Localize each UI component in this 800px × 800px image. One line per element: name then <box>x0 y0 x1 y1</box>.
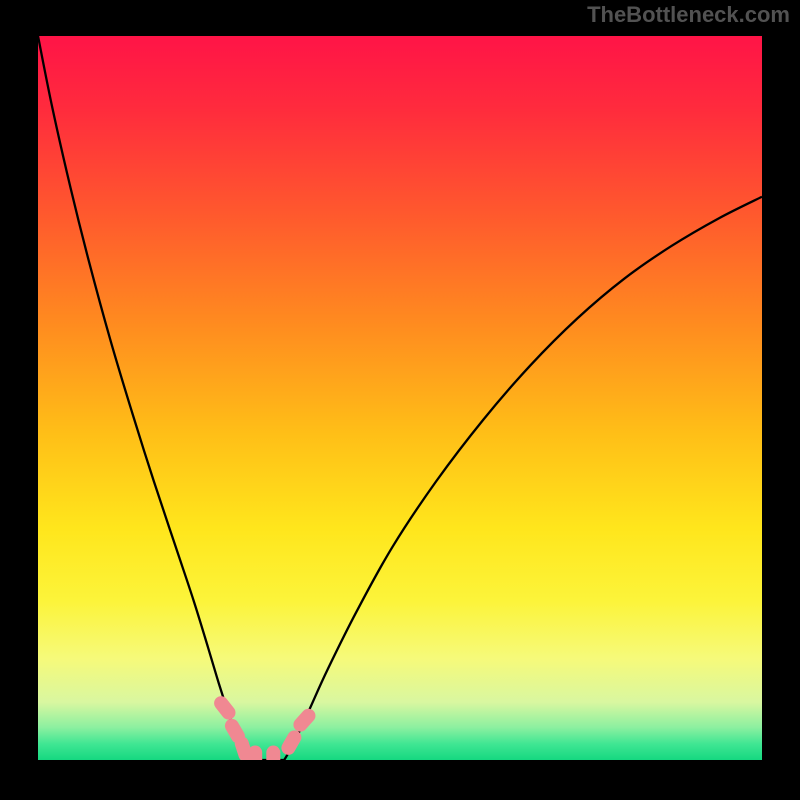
chart-container: TheBottleneck.com <box>0 0 800 800</box>
curve-marker <box>266 746 280 760</box>
watermark-text: TheBottleneck.com <box>587 2 790 28</box>
plot-area <box>38 36 762 760</box>
curve-marker <box>248 746 262 760</box>
curve-marker <box>211 693 238 722</box>
bottleneck-curve <box>38 36 762 760</box>
curve-marker <box>291 706 319 735</box>
